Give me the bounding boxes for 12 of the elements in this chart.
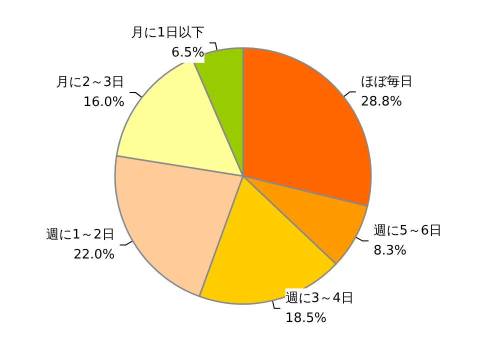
slice-label: 月に2～3日 <box>56 75 125 90</box>
slice-label: 月に1日以下 <box>131 25 204 40</box>
data-label: 6.5% <box>171 45 204 60</box>
slice-label: 週に5～6日 <box>374 223 442 238</box>
slice-label: 週に3～4日 <box>285 290 354 306</box>
data-label: 28.8% <box>360 94 402 110</box>
slice-label: ほぼ毎日 <box>360 74 413 90</box>
data-label: 18.5% <box>285 310 327 326</box>
data-label: 8.3% <box>374 243 407 258</box>
data-label: 16.0% <box>83 95 125 110</box>
slice-label: 週に1～2日 <box>46 227 115 242</box>
data-label: 22.0% <box>73 247 115 262</box>
